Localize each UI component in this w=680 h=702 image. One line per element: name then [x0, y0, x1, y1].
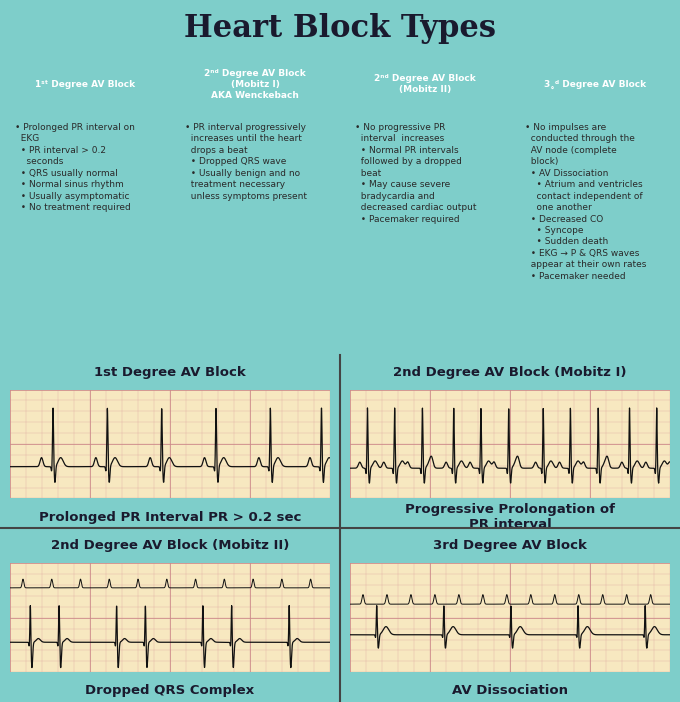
Text: 1st Degree AV Block: 1st Degree AV Block	[94, 366, 246, 378]
Text: Heart Block Types: Heart Block Types	[184, 13, 496, 44]
Text: • PR interval progressively
  increases until the heart
  drops a beat
  • Dropp: • PR interval progressively increases un…	[185, 123, 307, 201]
Text: Prolonged PR Interval PR > 0.2 sec: Prolonged PR Interval PR > 0.2 sec	[39, 510, 301, 524]
Text: 2nd Degree AV Block (Mobitz I): 2nd Degree AV Block (Mobitz I)	[393, 366, 627, 378]
Text: Dropped QRS Complex: Dropped QRS Complex	[86, 684, 254, 698]
Text: • No progressive PR
  interval  increases
  • Normal PR intervals
  followed by : • No progressive PR interval increases •…	[355, 123, 477, 224]
Text: 3rd Degree AV Block: 3rd Degree AV Block	[433, 539, 587, 552]
Text: Progressive Prolongation of
PR interval: Progressive Prolongation of PR interval	[405, 503, 615, 531]
Text: • No impulses are
  conducted through the
  AV node (complete
  block)
  • AV Di: • No impulses are conducted through the …	[525, 123, 647, 281]
Text: 2ⁿᵈ Degree AV Block
(Mobitz II): 2ⁿᵈ Degree AV Block (Mobitz II)	[374, 74, 476, 94]
Text: AV Dissociation: AV Dissociation	[452, 684, 568, 698]
Text: 2nd Degree AV Block (Mobitz II): 2nd Degree AV Block (Mobitz II)	[51, 539, 289, 552]
Text: 1ˢᵗ Degree AV Block: 1ˢᵗ Degree AV Block	[35, 80, 135, 88]
Text: 2ⁿᵈ Degree AV Block
(Mobitz I)
AKA Wenckebach: 2ⁿᵈ Degree AV Block (Mobitz I) AKA Wenck…	[204, 69, 306, 100]
Text: • Prolonged PR interval on
  EKG
  • PR interval > 0.2
    seconds
  • QRS usual: • Prolonged PR interval on EKG • PR inte…	[15, 123, 135, 212]
Text: 3˳ᵈ Degree AV Block: 3˳ᵈ Degree AV Block	[544, 79, 646, 89]
